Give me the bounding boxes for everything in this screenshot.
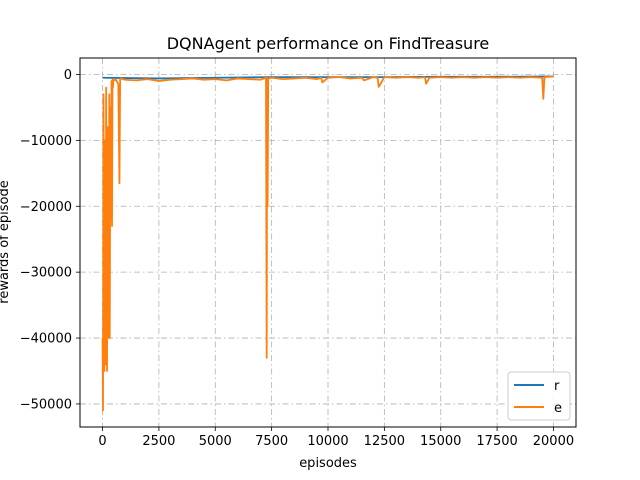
y-axis-label: rewards of episode [0,180,12,303]
y-tick-label: −50000 [20,397,72,412]
chart-title: DQNAgent performance on FindTreasure [167,34,490,53]
x-axis-ticks: 0 2500 5000 7500 10000 12500 15000 17500 20000 [98,427,574,449]
x-tick-label: 20000 [533,434,574,449]
x-tick-label: 0 [98,434,106,449]
y-tick-label: −40000 [20,332,72,347]
y-axis-ticks: 0 −10000 −20000 −30000 −40000 −50000 [20,68,80,412]
x-axis-label: episodes [299,456,357,471]
x-tick-label: 10000 [307,434,348,449]
legend-label-e: e [554,401,562,416]
legend: r e [507,371,571,421]
y-tick-label: 0 [64,68,72,83]
y-tick-label: −20000 [20,200,72,215]
x-tick-label: 5000 [199,434,232,449]
x-tick-label: 15000 [420,434,461,449]
y-tick-label: −10000 [20,134,72,149]
x-tick-label: 7500 [255,434,288,449]
x-tick-label: 12500 [364,434,405,449]
series-line-e [101,75,554,412]
series-layer [101,75,554,412]
grid-layer [80,58,576,427]
x-tick-label: 17500 [476,434,517,449]
x-tick-label: 2500 [142,434,175,449]
y-tick-label: −30000 [20,266,72,281]
legend-label-r: r [554,379,560,394]
